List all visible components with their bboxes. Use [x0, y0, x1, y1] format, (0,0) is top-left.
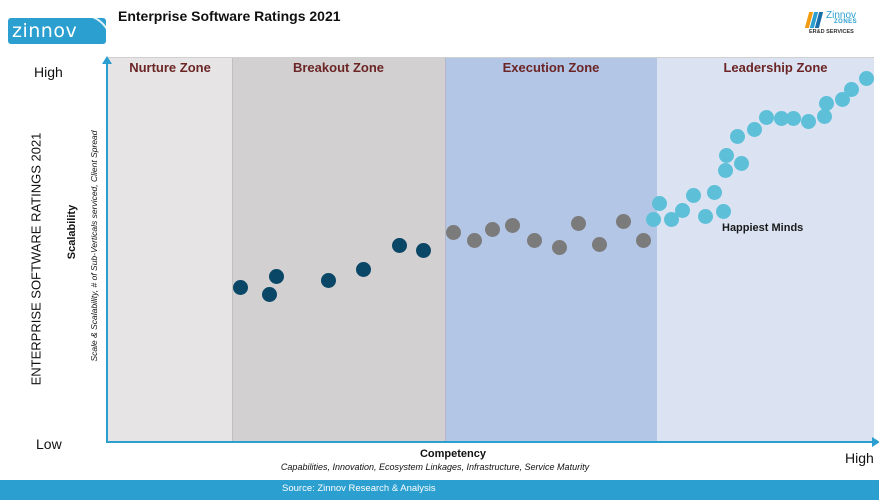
data-point: [706, 184, 722, 200]
data-point: [355, 262, 371, 278]
data-point: [466, 233, 482, 249]
data-point: [646, 212, 662, 228]
data-point: [321, 273, 337, 289]
x-high-label: High: [845, 450, 874, 466]
data-point: [759, 109, 775, 125]
x-axis-title: Competency: [419, 448, 487, 460]
data-point: [663, 212, 679, 228]
logo-swoosh: [74, 18, 106, 44]
data-point: [233, 280, 249, 296]
data-point: [819, 95, 835, 111]
data-point: [505, 217, 521, 233]
data-point: [686, 187, 702, 203]
data-point: [484, 221, 500, 237]
data-point: [715, 203, 731, 219]
y-high-label: High: [34, 64, 63, 80]
page-title: Enterprise Software Ratings 2021: [118, 8, 341, 24]
execution-zone-band: [445, 58, 658, 443]
nurture-zone-band: [108, 58, 232, 443]
logo-subtitle: ER&D SERVICES: [809, 29, 854, 35]
data-point: [391, 237, 407, 253]
data-point: [675, 202, 691, 218]
data-point: [734, 156, 750, 172]
data-point: [816, 109, 832, 125]
footer-bar: Source: Zinnov Research & Analysis: [0, 480, 879, 500]
logo-bars-icon: [804, 12, 824, 28]
logo-zones: ZONES: [834, 19, 858, 25]
breakout-zone-label: Breakout Zone: [292, 60, 384, 75]
data-point: [858, 70, 874, 86]
data-point: [261, 287, 277, 303]
data-point: [415, 243, 431, 258]
zinnov-logo: zinnov: [8, 18, 106, 44]
data-point: [800, 114, 816, 130]
data-point: [786, 110, 802, 126]
data-point: [527, 233, 543, 249]
data-point: [729, 128, 745, 144]
breakout-zone-band: [232, 58, 446, 443]
leadership-zone-label: Leadership Zone: [723, 60, 828, 75]
data-point: [719, 147, 735, 163]
y-side-title: ENTERPRISE SOFTWARE RATINGS 2021: [28, 132, 44, 386]
y-axis-line: [106, 62, 108, 443]
data-point: [651, 195, 667, 211]
data-point: [552, 239, 568, 255]
nurture-zone-label: Nurture Zone: [129, 60, 211, 75]
data-point: [615, 214, 631, 230]
x-axis-arrow-icon: [872, 437, 879, 447]
zinnov-zones-logo: Zinnov ZONES ER&D SERVICES: [804, 10, 874, 38]
y-axis-title: Scalability: [66, 204, 78, 260]
data-point: [844, 82, 860, 98]
data-point: [591, 236, 607, 252]
data-point: [268, 269, 284, 285]
data-point: [718, 162, 734, 178]
y-low-label: Low: [36, 436, 62, 452]
source-note: Source: Zinnov Research & Analysis: [282, 483, 436, 494]
data-point: [635, 232, 651, 248]
y-axis-subtitle: Scale & Scalability, # of Sub-Verticals …: [89, 130, 99, 362]
header-divider: [108, 57, 874, 58]
data-point: [835, 92, 850, 108]
x-axis-subtitle: Capabilities, Innovation, Ecosystem Link…: [280, 462, 590, 472]
logo-text: zinnov: [12, 20, 78, 42]
x-axis-line: [106, 441, 874, 443]
happiest-minds-annotation: Happiest Minds: [722, 222, 804, 234]
data-point: [697, 209, 713, 225]
logo-brand: Zinnov: [826, 10, 857, 21]
y-axis-arrow-icon: [102, 56, 112, 64]
execution-zone-label: Execution Zone: [502, 60, 600, 75]
data-point: [446, 224, 462, 240]
data-point: [571, 216, 587, 232]
data-point: [747, 122, 763, 138]
data-point: [774, 110, 790, 126]
